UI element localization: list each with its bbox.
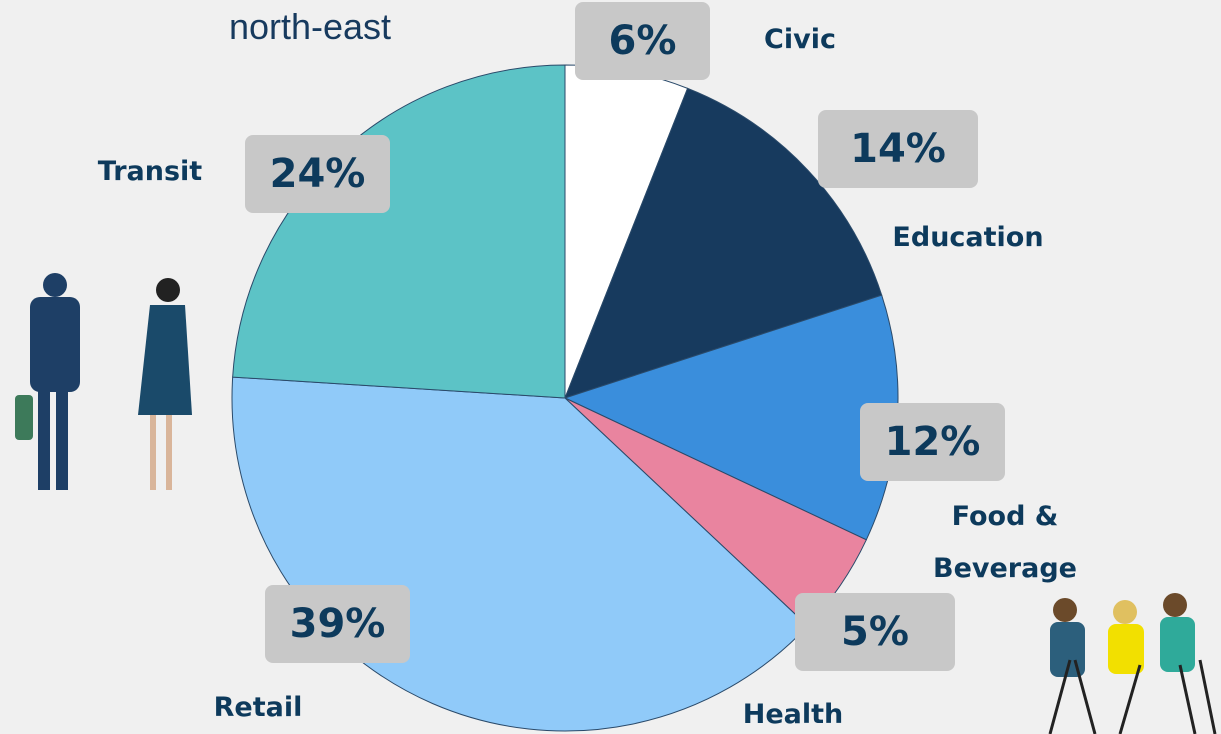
value-label: 12% bbox=[860, 403, 1005, 481]
category-label: Education bbox=[868, 212, 1068, 264]
category-label: Civic bbox=[740, 14, 860, 66]
people-walking bbox=[15, 273, 192, 490]
value-label: 39% bbox=[265, 585, 410, 663]
value-label: 14% bbox=[818, 110, 978, 188]
chart: north-east 6% Civic 14% Education 12% Food & … bbox=[0, 0, 1221, 734]
value-label: 6% bbox=[575, 2, 710, 80]
value-label: 5% bbox=[795, 593, 955, 671]
category-label: Transit bbox=[75, 146, 225, 198]
people-sitting bbox=[1050, 593, 1215, 734]
value-label: 24% bbox=[245, 135, 390, 213]
pie-canvas bbox=[0, 0, 1221, 734]
category-label: Health bbox=[723, 689, 863, 734]
chart-title: north-east bbox=[190, 6, 430, 48]
category-label: Food & Beverage bbox=[920, 491, 1090, 595]
pie-slice bbox=[233, 65, 565, 398]
category-label: Retail bbox=[188, 682, 328, 734]
